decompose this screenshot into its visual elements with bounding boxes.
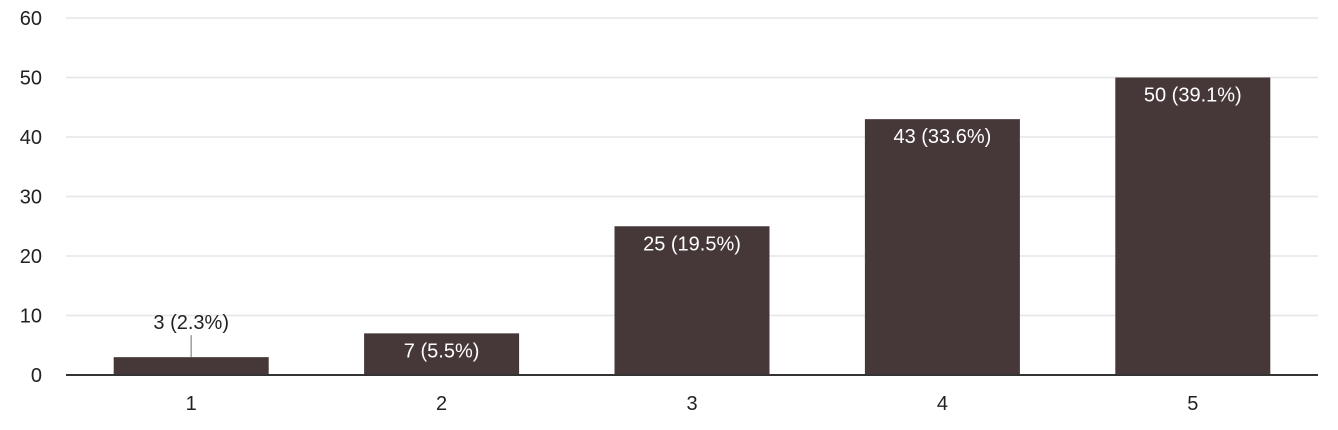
data-label: 7 (5.5%) bbox=[404, 340, 480, 362]
bar bbox=[864, 119, 1020, 376]
x-tick-label: 3 bbox=[686, 393, 697, 415]
y-axis-tick-labels: 0 10 20 30 40 50 60 bbox=[20, 8, 42, 387]
data-label: 50 (39.1%) bbox=[1144, 85, 1242, 107]
x-tick-label: 4 bbox=[937, 393, 948, 415]
y-tick-label: 50 bbox=[20, 68, 42, 90]
bar bbox=[1115, 77, 1271, 375]
bar bbox=[364, 333, 520, 375]
y-tick-label: 30 bbox=[20, 187, 42, 209]
x-axis-tick-labels: 1 2 3 4 5 bbox=[186, 393, 1199, 415]
y-tick-label: 20 bbox=[20, 246, 42, 268]
bars bbox=[113, 77, 1271, 376]
x-tick-label: 5 bbox=[1187, 393, 1198, 415]
y-tick-label: 40 bbox=[20, 127, 42, 149]
data-label: 3 (2.3%) bbox=[153, 312, 229, 334]
x-tick-label: 1 bbox=[186, 393, 197, 415]
x-tick-label: 2 bbox=[436, 393, 447, 415]
y-tick-label: 60 bbox=[20, 8, 42, 30]
bar bbox=[113, 357, 269, 375]
gridlines bbox=[66, 17, 1318, 317]
data-label: 43 (33.6%) bbox=[893, 126, 991, 148]
data-label: 25 (19.5%) bbox=[643, 233, 741, 255]
bar bbox=[614, 226, 770, 375]
y-tick-label: 0 bbox=[31, 365, 42, 387]
data-labels: 3 (2.3%) 7 (5.5%) 25 (19.5%) 43 (33.6%) 50 (… bbox=[153, 85, 1241, 363]
y-tick-label: 10 bbox=[20, 306, 42, 328]
